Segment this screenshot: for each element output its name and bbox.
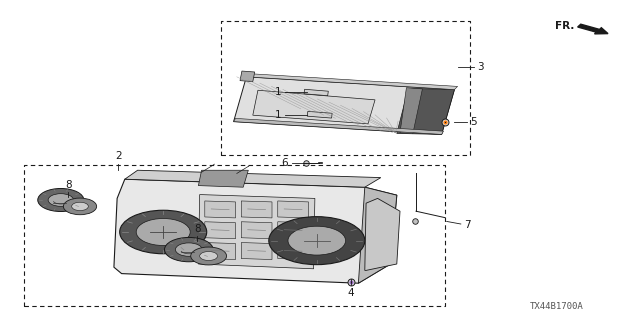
FancyArrow shape xyxy=(578,24,608,34)
Text: 4: 4 xyxy=(348,288,354,298)
Polygon shape xyxy=(304,89,328,96)
Polygon shape xyxy=(234,118,444,134)
Text: 8: 8 xyxy=(65,180,72,190)
Circle shape xyxy=(48,194,74,206)
Polygon shape xyxy=(241,243,272,260)
Circle shape xyxy=(191,247,227,265)
Polygon shape xyxy=(397,88,454,134)
Polygon shape xyxy=(205,222,236,239)
Polygon shape xyxy=(307,111,332,118)
Text: 3: 3 xyxy=(477,61,483,72)
Text: 2: 2 xyxy=(115,151,122,161)
Polygon shape xyxy=(278,222,308,239)
Polygon shape xyxy=(234,77,454,134)
Circle shape xyxy=(63,198,97,215)
Text: TX44B1700A: TX44B1700A xyxy=(530,302,584,311)
Text: 1: 1 xyxy=(275,87,282,97)
Polygon shape xyxy=(358,187,397,283)
Text: 8: 8 xyxy=(194,224,200,234)
Circle shape xyxy=(200,252,218,260)
Circle shape xyxy=(72,202,88,211)
Polygon shape xyxy=(278,243,308,260)
Polygon shape xyxy=(241,201,272,218)
Circle shape xyxy=(164,237,213,262)
Circle shape xyxy=(175,243,202,256)
Polygon shape xyxy=(125,170,381,187)
Text: 5: 5 xyxy=(470,117,477,127)
Circle shape xyxy=(38,188,84,212)
Polygon shape xyxy=(241,222,272,239)
Text: 6: 6 xyxy=(282,158,288,168)
Text: 7: 7 xyxy=(464,220,470,230)
Circle shape xyxy=(288,226,346,255)
Polygon shape xyxy=(205,243,236,260)
Polygon shape xyxy=(240,71,255,82)
Text: 1: 1 xyxy=(275,109,282,120)
Circle shape xyxy=(120,210,207,254)
Circle shape xyxy=(269,217,365,265)
Polygon shape xyxy=(253,90,375,124)
Circle shape xyxy=(136,219,190,245)
Polygon shape xyxy=(365,198,400,270)
Text: FR.: FR. xyxy=(556,21,575,31)
Polygon shape xyxy=(400,88,422,134)
Polygon shape xyxy=(246,74,458,90)
Polygon shape xyxy=(114,179,397,283)
Polygon shape xyxy=(198,195,315,269)
Polygon shape xyxy=(278,201,308,218)
Polygon shape xyxy=(198,170,248,187)
Polygon shape xyxy=(205,201,236,218)
